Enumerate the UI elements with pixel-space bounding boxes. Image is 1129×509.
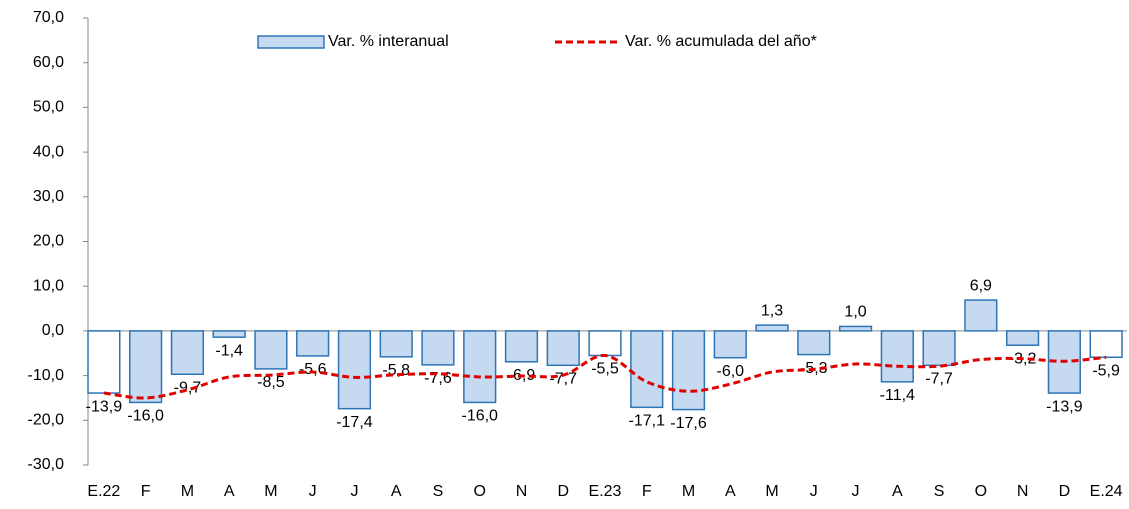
y-tick-label: -30,0 xyxy=(28,456,65,473)
bar xyxy=(797,330,831,356)
value-label: -7,6 xyxy=(424,370,452,387)
x-tick-label: J xyxy=(350,483,358,500)
value-label: -17,1 xyxy=(629,413,666,430)
value-label: -13,9 xyxy=(1046,398,1083,415)
bar xyxy=(1005,330,1040,346)
x-tick-label: J xyxy=(852,483,860,500)
x-tick-label: E.22 xyxy=(87,483,120,500)
x-tick-label: O xyxy=(473,483,485,500)
value-label: -5,5 xyxy=(591,361,619,378)
value-label: -1,4 xyxy=(215,342,243,359)
bar xyxy=(671,330,706,411)
value-label: -5,6 xyxy=(299,361,327,378)
x-tick-label: S xyxy=(433,483,444,500)
y-tick-label: 10,0 xyxy=(33,277,64,294)
x-tick-label: D xyxy=(1059,483,1071,500)
bar xyxy=(170,330,205,376)
bar xyxy=(755,324,789,332)
legend-label: Var. % acumulada del año* xyxy=(625,33,817,50)
bar xyxy=(337,330,372,410)
x-tick-label: O xyxy=(975,483,987,500)
value-label: -13,9 xyxy=(86,398,123,415)
bar xyxy=(546,330,580,367)
bar xyxy=(630,330,664,409)
y-tick-label: 40,0 xyxy=(33,143,64,160)
value-label: -17,4 xyxy=(336,414,373,431)
value-label: -8,5 xyxy=(257,374,285,391)
value-label: 1,3 xyxy=(761,302,783,319)
bar xyxy=(964,299,998,332)
bar xyxy=(254,330,288,370)
value-label: -6,0 xyxy=(716,363,744,380)
bar xyxy=(129,330,163,404)
x-tick-label: N xyxy=(516,483,528,500)
value-label: -17,6 xyxy=(670,415,707,432)
bar xyxy=(1089,330,1123,359)
bar xyxy=(713,330,747,359)
bar xyxy=(838,325,873,332)
x-tick-label: E.24 xyxy=(1090,483,1123,500)
bar xyxy=(880,330,914,383)
line xyxy=(103,353,1107,400)
bar xyxy=(87,330,121,394)
y-tick-label: -10,0 xyxy=(28,367,65,384)
value-label: -5,9 xyxy=(1092,362,1120,379)
bar xyxy=(463,330,497,404)
x-tick-label: J xyxy=(309,483,317,500)
x-tick-label: D xyxy=(557,483,569,500)
x-tick-label: M xyxy=(765,483,778,500)
y-tick-label: 20,0 xyxy=(33,233,64,250)
x-tick-label: A xyxy=(391,483,402,500)
y-tick-label: -20,0 xyxy=(28,412,65,429)
y-tick-label: 60,0 xyxy=(33,54,64,71)
value-label: -7,7 xyxy=(925,371,953,388)
x-tick-label: A xyxy=(725,483,736,500)
y-tick-label: 50,0 xyxy=(33,99,64,116)
bar xyxy=(379,330,413,358)
bar xyxy=(504,330,539,363)
y-tick-label: 30,0 xyxy=(33,188,64,205)
bar xyxy=(212,330,246,338)
value-label: -16,0 xyxy=(461,408,498,425)
x-tick-label: J xyxy=(810,483,818,500)
bar xyxy=(588,330,622,357)
x-tick-label: E.23 xyxy=(589,483,622,500)
legend-swatch xyxy=(257,35,325,49)
y-tick-label: 70,0 xyxy=(33,9,64,26)
x-tick-label: A xyxy=(892,483,903,500)
value-label: -7,7 xyxy=(549,371,577,388)
value-label: 1,0 xyxy=(844,304,866,321)
value-label: -16,0 xyxy=(127,408,164,425)
x-tick-label: F xyxy=(642,483,652,500)
bar xyxy=(296,330,330,357)
bar xyxy=(421,330,455,366)
x-tick-label: S xyxy=(934,483,945,500)
value-label: -11,4 xyxy=(880,387,915,404)
x-tick-label: M xyxy=(264,483,277,500)
x-tick-label: M xyxy=(682,483,695,500)
legend-label: Var. % interanual xyxy=(328,33,449,50)
bar xyxy=(922,330,956,367)
x-tick-label: A xyxy=(224,483,235,500)
x-tick-label: N xyxy=(1017,483,1029,500)
x-tick-label: M xyxy=(181,483,194,500)
y-tick-label: 0,0 xyxy=(42,322,64,339)
value-label: 6,9 xyxy=(970,277,992,294)
x-tick-label: F xyxy=(141,483,151,500)
